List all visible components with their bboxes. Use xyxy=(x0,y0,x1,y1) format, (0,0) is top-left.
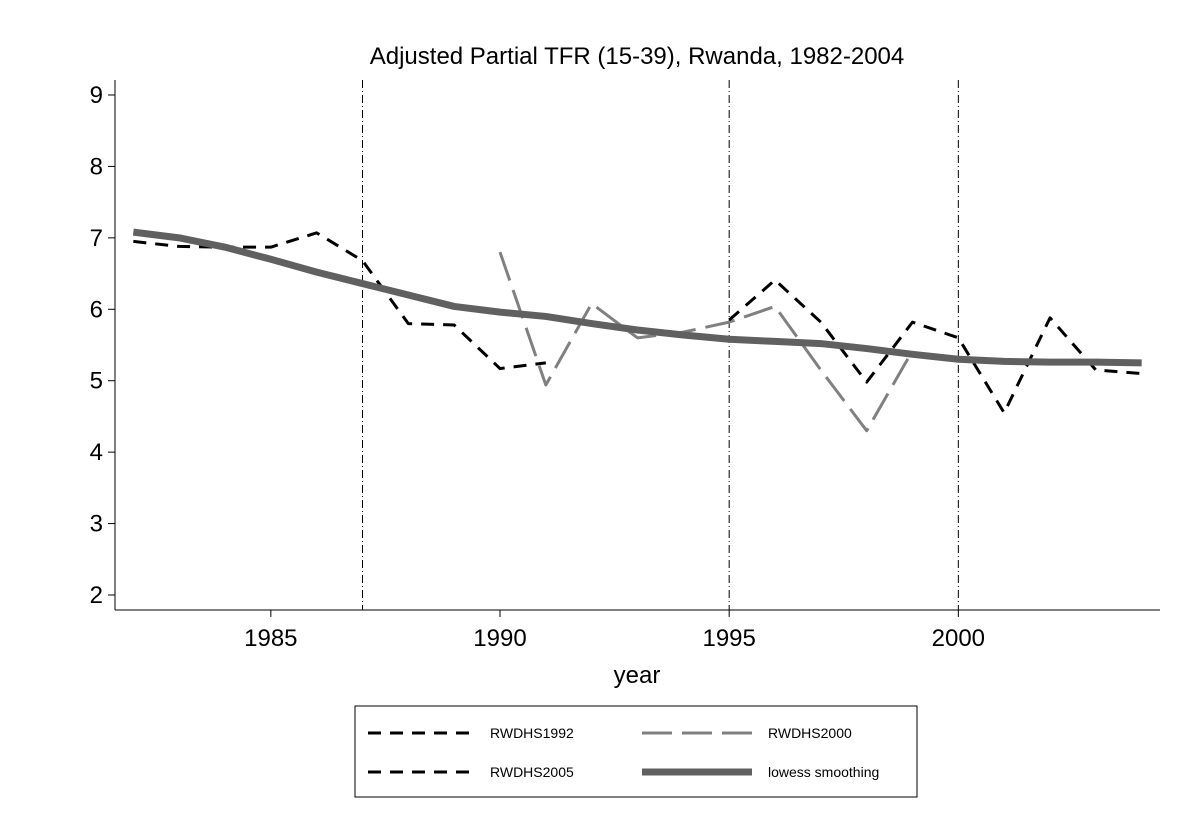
y-tick-label: 8 xyxy=(90,153,103,180)
x-axis-title: year xyxy=(614,662,661,689)
series-line xyxy=(728,278,1142,415)
legend-label: RWDHS2005 xyxy=(490,764,574,780)
y-tick-label: 5 xyxy=(90,368,103,395)
chart-title: Adjusted Partial TFR (15-39), Rwanda, 19… xyxy=(370,43,905,70)
y-tick-label: 4 xyxy=(90,439,103,466)
legend xyxy=(354,705,918,798)
y-tick-label: 2 xyxy=(90,582,103,609)
series-line xyxy=(133,231,547,371)
y-tick-label: 6 xyxy=(90,296,103,323)
legend-label: lowess smoothing xyxy=(768,764,879,780)
legend-label: RWDHS2000 xyxy=(768,725,852,741)
x-tick-label: 1995 xyxy=(702,625,755,652)
y-tick-label: 9 xyxy=(90,82,103,109)
x-tick-label: 2000 xyxy=(932,625,985,652)
y-tick-label: 3 xyxy=(90,511,103,538)
x-tick-label: 1985 xyxy=(244,625,297,652)
y-tick-label: 7 xyxy=(90,225,103,252)
series-line xyxy=(498,251,914,433)
series-line xyxy=(132,228,1142,367)
x-tick-label: 1990 xyxy=(473,625,526,652)
legend-label: RWDHS1992 xyxy=(490,725,574,741)
